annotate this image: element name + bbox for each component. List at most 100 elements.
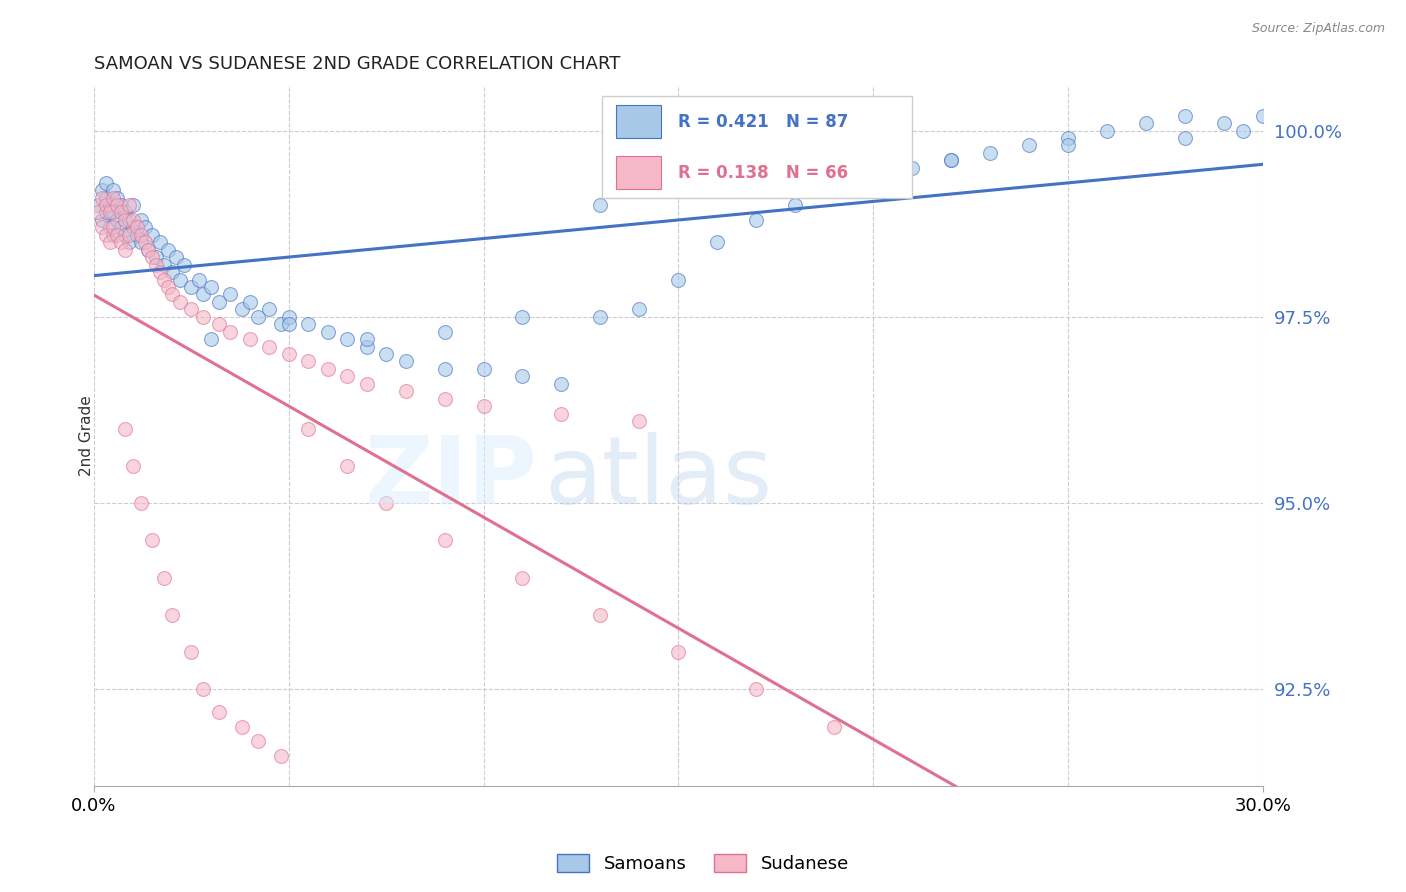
Point — [666, 645, 689, 659]
Point — [129, 227, 152, 242]
Point — [103, 205, 125, 219]
Point — [207, 705, 229, 719]
Point — [122, 220, 145, 235]
Point — [153, 570, 176, 584]
Point — [98, 205, 121, 219]
Point — [94, 227, 117, 242]
Point — [297, 354, 319, 368]
Point — [336, 458, 359, 473]
Point — [231, 720, 253, 734]
Point — [98, 235, 121, 250]
Point — [512, 310, 534, 324]
Point — [94, 198, 117, 212]
Point — [122, 458, 145, 473]
Point — [270, 317, 292, 331]
Text: SAMOAN VS SUDANESE 2ND GRADE CORRELATION CHART: SAMOAN VS SUDANESE 2ND GRADE CORRELATION… — [94, 55, 620, 73]
Point — [122, 213, 145, 227]
Point — [114, 213, 136, 227]
Point — [706, 235, 728, 250]
Point — [87, 198, 110, 212]
Point — [103, 220, 125, 235]
Text: R = 0.138   N = 66: R = 0.138 N = 66 — [678, 163, 848, 182]
Point — [129, 496, 152, 510]
Point — [550, 376, 572, 391]
Point — [90, 220, 112, 235]
Point — [110, 235, 132, 250]
Point — [114, 205, 136, 219]
Point — [1095, 123, 1118, 137]
Point — [297, 317, 319, 331]
Legend: Samoans, Sudanese: Samoans, Sudanese — [551, 849, 855, 879]
Point — [191, 682, 214, 697]
Point — [173, 258, 195, 272]
Point — [110, 198, 132, 212]
Point — [156, 280, 179, 294]
Point — [589, 310, 612, 324]
Point — [191, 287, 214, 301]
Point — [90, 183, 112, 197]
Point — [433, 392, 456, 406]
Point — [134, 235, 156, 250]
Point — [257, 340, 280, 354]
Point — [105, 190, 128, 204]
Point — [169, 294, 191, 309]
Point — [550, 407, 572, 421]
Point — [246, 310, 269, 324]
Point — [103, 190, 125, 204]
Point — [138, 243, 160, 257]
Point — [257, 302, 280, 317]
FancyBboxPatch shape — [602, 96, 912, 198]
Y-axis label: 2nd Grade: 2nd Grade — [80, 395, 94, 476]
FancyBboxPatch shape — [616, 156, 661, 189]
Point — [1174, 131, 1197, 145]
Point — [375, 496, 398, 510]
Point — [219, 325, 242, 339]
Point — [153, 272, 176, 286]
Point — [433, 533, 456, 548]
Point — [165, 250, 187, 264]
Point — [98, 220, 121, 235]
Point — [394, 384, 416, 399]
Point — [114, 421, 136, 435]
Point — [277, 347, 299, 361]
Point — [180, 280, 202, 294]
Point — [862, 168, 884, 182]
Point — [125, 220, 148, 235]
Point — [239, 332, 262, 346]
Point — [1232, 123, 1254, 137]
Point — [94, 176, 117, 190]
Point — [336, 369, 359, 384]
Point — [666, 272, 689, 286]
Point — [316, 325, 339, 339]
Point — [110, 220, 132, 235]
Point — [375, 347, 398, 361]
Point — [145, 250, 167, 264]
Point — [1057, 131, 1080, 145]
Point — [90, 213, 112, 227]
Point — [105, 198, 128, 212]
Point — [114, 243, 136, 257]
Point — [191, 310, 214, 324]
Point — [246, 734, 269, 748]
Point — [356, 376, 378, 391]
Point — [589, 198, 612, 212]
Text: ZIP: ZIP — [366, 432, 538, 524]
Point — [1018, 138, 1040, 153]
Point — [472, 362, 495, 376]
Point — [87, 205, 110, 219]
Point — [129, 213, 152, 227]
Point — [939, 153, 962, 168]
Point — [239, 294, 262, 309]
Point — [219, 287, 242, 301]
Point — [134, 220, 156, 235]
Point — [1251, 109, 1274, 123]
Point — [394, 354, 416, 368]
Point — [129, 235, 152, 250]
Point — [1135, 116, 1157, 130]
Point — [433, 362, 456, 376]
Point — [94, 190, 117, 204]
Point — [141, 250, 163, 264]
Point — [745, 213, 768, 227]
Point — [512, 369, 534, 384]
Point — [110, 205, 132, 219]
